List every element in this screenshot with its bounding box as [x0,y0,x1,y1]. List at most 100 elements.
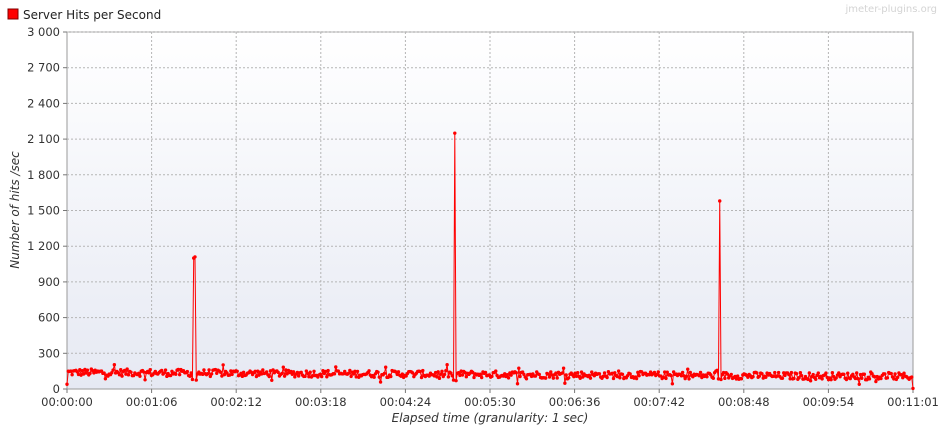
data-point [561,366,566,370]
x-tick-label: 00:02:12 [210,395,262,409]
data-point [509,373,513,377]
x-axis-title: Elapsed time (granularity: 1 sec) [392,411,589,425]
data-point [799,373,804,378]
data-point [867,377,872,381]
data-point [69,369,73,373]
data-point [687,377,691,381]
data-point [564,373,568,377]
data-point [895,375,900,380]
data-point [479,375,484,380]
data-point [304,369,309,373]
data-point [670,382,675,386]
data-point [142,370,146,374]
data-point [257,373,261,377]
data-point [563,381,567,385]
y-tick-label: 300 [38,346,60,360]
data-point [550,373,554,377]
data-point [193,255,197,259]
data-point [503,372,507,376]
data-point [648,370,653,374]
data-point [230,372,234,377]
data-point [560,371,565,375]
data-point [259,372,264,376]
data-point [280,371,284,376]
data-point [439,372,443,376]
data-point [221,363,225,367]
data-point [267,374,271,379]
data-point [883,372,887,376]
data-point [311,374,315,378]
data-point [122,368,127,373]
data-point [112,363,117,367]
data-point [636,370,640,375]
data-point [587,373,591,378]
data-point [546,372,550,376]
y-tick-label: 1 200 [27,239,60,253]
data-point [449,371,453,375]
data-point [537,372,541,377]
data-point [188,374,192,378]
data-point [70,373,74,377]
data-point [241,370,246,375]
data-point [719,377,723,382]
data-point [862,372,867,376]
data-point [573,371,577,375]
data-point [669,373,673,378]
data-point [435,375,439,379]
data-point [808,379,813,383]
data-point [879,376,883,381]
data-point [789,370,794,375]
data-point [83,367,87,372]
data-point [775,374,780,378]
data-point [751,375,755,379]
data-point [819,374,823,378]
data-point [764,375,768,379]
y-tick-label: 600 [38,311,60,325]
data-point [794,371,799,376]
data-point [842,372,846,377]
data-point [613,371,617,375]
data-point [829,377,833,382]
data-point [444,369,448,373]
y-tick-label: 2 100 [27,132,60,146]
data-point [547,375,552,379]
data-point [505,372,509,377]
data-point [445,363,449,367]
data-point [733,374,737,379]
data-point [816,371,820,375]
data-point [514,370,518,375]
data-point [459,369,463,373]
data-point [574,374,579,378]
data-point [421,368,425,373]
data-point [788,377,792,381]
data-point [410,371,415,375]
data-point [432,374,437,378]
data-point [81,372,86,376]
data-point [282,374,287,378]
data-point [222,372,227,377]
data-point [729,372,733,377]
data-point [229,369,233,373]
data-point [321,369,325,373]
data-point [85,368,90,372]
data-point [533,374,538,378]
y-tick-label: 1 500 [27,204,60,218]
x-tick-label: 00:05:30 [464,395,516,409]
data-point [326,368,330,373]
data-point [656,370,660,374]
data-point [892,377,896,381]
data-point [718,199,722,203]
data-point [320,374,324,379]
data-point [148,368,152,372]
data-point [354,375,358,379]
data-point [716,377,721,381]
y-tick-label: 0 [53,382,60,396]
y-tick-label: 3 000 [27,25,60,39]
data-point [889,371,893,376]
data-point [830,371,835,375]
data-point [549,370,553,374]
data-point [682,374,686,378]
data-point [336,369,341,373]
data-point [857,382,861,386]
data-point [725,372,730,376]
